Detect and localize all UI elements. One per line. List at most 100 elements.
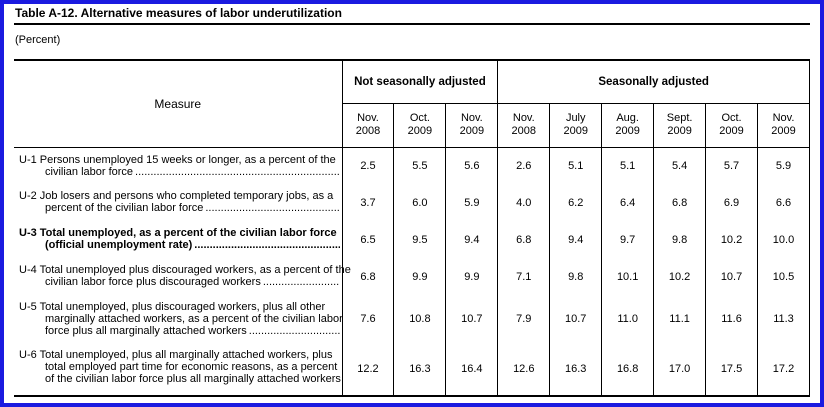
value-cell: 6.8 — [341, 258, 394, 295]
value-cell: 9.5 — [393, 221, 446, 258]
value-cell: 17.0 — [653, 343, 706, 395]
col-month: Nov. — [772, 112, 795, 124]
value-cell: 16.3 — [393, 343, 446, 395]
table-row-u5: U-5 Total unemployed, plus discouraged w… — [14, 295, 810, 343]
value-cell: 5.9 — [757, 147, 810, 184]
value-cell: 10.7 — [549, 295, 602, 343]
value-cell: 3.7 — [341, 184, 394, 221]
measure-line: percent of the civilian labor force.....… — [19, 202, 340, 214]
dot-leader: ........................................… — [262, 276, 340, 288]
value-cell: 9.8 — [653, 221, 706, 258]
measure-label-u6: U-6 Total unemployed, plus all marginall… — [14, 343, 342, 395]
col-header-sa-nov-2009: Nov. 2009 — [757, 103, 810, 148]
col-header-nsa-nov-2009: Nov. 2009 — [445, 103, 498, 148]
col-month: Oct. — [409, 112, 430, 124]
measure-line: U-6 Total unemployed, plus all marginall… — [19, 349, 333, 361]
value-cell: 17.5 — [705, 343, 758, 395]
value-cell: 10.8 — [393, 295, 446, 343]
labor-underutilization-table: Measure Not seasonally adjusted Seasonal… — [14, 59, 810, 397]
value-cell: 6.8 — [497, 221, 550, 258]
measure-line: U-4 Total unemployed plus discouraged wo… — [19, 264, 351, 276]
group-header-seasonally-adjusted: Seasonally adjusted — [497, 61, 810, 104]
col-month: Oct. — [721, 112, 742, 124]
measure-line: U-1 Persons unemployed 15 weeks or longe… — [19, 153, 336, 166]
col-header-sa-oct-2009: Oct. 2009 — [705, 103, 758, 148]
value-cell: 11.6 — [705, 295, 758, 343]
value-cell: 11.0 — [601, 295, 654, 343]
measure-line: U-3 Total unemployed, as a percent of th… — [19, 227, 337, 239]
col-header-sa-sept-2009: Sept. 2009 — [653, 103, 706, 148]
col-year: 2009 — [719, 125, 744, 137]
value-cell: 6.0 — [393, 184, 446, 221]
measure-line: civilian labor force plus discouraged wo… — [19, 276, 340, 288]
value-cell: 5.4 — [653, 147, 706, 184]
value-cell: 6.4 — [601, 184, 654, 221]
col-year: 2008 — [511, 125, 537, 137]
measure-line: total employed part time for economic re… — [45, 361, 338, 373]
col-month: July — [565, 112, 586, 124]
col-year: 2009 — [407, 125, 433, 137]
measure-line: marginally attached workers, as a percen… — [45, 313, 343, 325]
value-cell: 16.3 — [549, 343, 602, 395]
value-cell: 11.3 — [757, 295, 810, 343]
value-cell: 10.2 — [705, 221, 758, 258]
measure-line-text: civilian labor force plus discouraged wo… — [45, 276, 261, 288]
col-month: Nov. — [460, 112, 483, 124]
col-year: 2009 — [771, 125, 796, 137]
col-month: Aug. — [616, 112, 639, 124]
measure-label-u4: U-4 Total unemployed plus discouraged wo… — [14, 258, 351, 295]
col-month: Sept. — [666, 112, 693, 124]
value-cell: 9.9 — [393, 258, 446, 295]
value-cell: 6.5 — [341, 221, 394, 258]
title-rule — [14, 23, 810, 25]
value-cell: 9.9 — [445, 258, 498, 295]
col-year: 2009 — [563, 125, 588, 137]
value-cell: 10.0 — [757, 221, 810, 258]
group-header-not-seasonally-adjusted: Not seasonally adjusted — [341, 61, 498, 104]
value-cell: 2.5 — [341, 147, 394, 184]
measure-line: civilian labor force....................… — [19, 166, 340, 178]
measure-line: U-2 Job losers and persons who completed… — [19, 190, 334, 202]
measure-label-u5: U-5 Total unemployed, plus discouraged w… — [14, 295, 343, 343]
value-cell: 16.4 — [445, 343, 498, 395]
value-cell: 6.8 — [653, 184, 706, 221]
value-cell: 5.5 — [393, 147, 446, 184]
value-cell: 10.5 — [757, 258, 810, 295]
col-year: 2008 — [355, 125, 381, 137]
value-cell: 4.0 — [497, 184, 550, 221]
dot-leader: ........................................… — [135, 165, 339, 178]
measure-line-text: force plus all marginally attached worke… — [45, 325, 247, 337]
page-content: Table A-12. Alternative measures of labo… — [4, 4, 820, 397]
col-header-sa-aug-2009: Aug. 2009 — [601, 103, 654, 148]
value-cell: 10.7 — [445, 295, 498, 343]
measure-label-u3: U-3 Total unemployed, as a percent of th… — [14, 221, 342, 258]
table-row-u1: U-1 Persons unemployed 15 weeks or longe… — [14, 147, 810, 184]
col-header-sa-july-2009: July 2009 — [549, 103, 602, 148]
measure-line-text: civilian labor force — [45, 165, 134, 178]
value-cell: 7.9 — [497, 295, 550, 343]
value-cell: 12.6 — [497, 343, 550, 395]
value-cell: 10.1 — [601, 258, 654, 295]
measure-line-text: (official unemployment rate) — [45, 239, 193, 251]
measure-line: (official unemployment rate)............… — [19, 239, 340, 251]
value-cell: 9.8 — [549, 258, 602, 295]
col-header-nsa-oct-2009: Oct. 2009 — [393, 103, 446, 148]
value-cell: 6.6 — [757, 184, 810, 221]
value-cell: 16.8 — [601, 343, 654, 395]
col-month: Nov. — [357, 112, 379, 124]
percent-label: (Percent) — [15, 34, 61, 46]
dot-leader: ........................................… — [194, 239, 339, 251]
value-cell: 2.6 — [497, 147, 550, 184]
table-row-u2: U-2 Job losers and persons who completed… — [14, 184, 810, 221]
measure-line-text: percent of the civilian labor force — [45, 202, 204, 214]
measure-label-u2: U-2 Job losers and persons who completed… — [14, 184, 342, 221]
table-title: Table A-12. Alternative measures of labo… — [15, 6, 342, 20]
col-year: 2009 — [615, 125, 640, 137]
value-cell: 10.2 — [653, 258, 706, 295]
measure-line: U-5 Total unemployed, plus discouraged w… — [19, 301, 326, 313]
value-cell: 5.1 — [549, 147, 602, 184]
value-cell: 12.2 — [341, 343, 394, 395]
dot-leader: ........................................… — [205, 202, 340, 214]
value-cell: 6.2 — [549, 184, 602, 221]
dot-leader: ........................................… — [248, 325, 340, 337]
